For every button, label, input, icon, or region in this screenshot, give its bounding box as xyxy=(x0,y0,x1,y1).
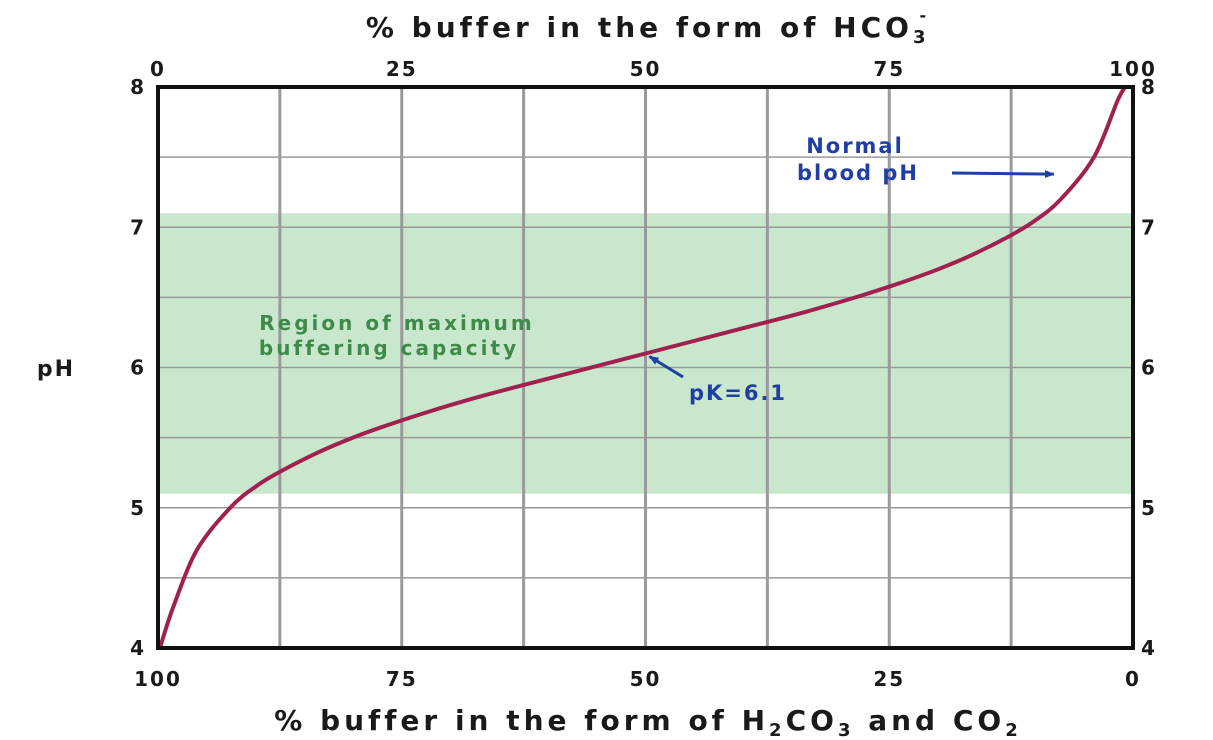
x-bottom-tick-label: 25 xyxy=(873,667,905,691)
x-bottom-tick-label: 75 xyxy=(386,667,418,691)
y-tick-label-left: 4 xyxy=(130,636,146,660)
top-axis-title: % buffer in the form of HCO3- xyxy=(366,6,930,48)
region-label-line-2: buffering capacity xyxy=(259,336,519,360)
y-tick-label-right: 4 xyxy=(1141,636,1157,660)
y-tick-label-left: 6 xyxy=(130,356,146,380)
y-axis-label: pH xyxy=(37,357,75,382)
y-tick-label-right: 5 xyxy=(1141,496,1157,520)
plot-frame xyxy=(156,85,1135,650)
normal-ph-label-line-2: blood pH xyxy=(797,161,919,185)
x-top-tick-label: 75 xyxy=(873,57,905,81)
titration-curve xyxy=(157,85,1128,650)
x-top-tick-label: 25 xyxy=(386,57,418,81)
y-tick-label-right: 7 xyxy=(1141,215,1157,239)
x-top-tick-label: 100 xyxy=(1109,57,1157,81)
normal-ph-label-line-1: Normal xyxy=(806,134,904,158)
x-bottom-tick-label: 50 xyxy=(630,667,662,691)
y-tick-label-right: 8 xyxy=(1141,75,1157,99)
x-bottom-tick-label: 0 xyxy=(1125,667,1141,691)
y-tick-label-right: 6 xyxy=(1141,356,1157,380)
y-tick-label-left: 8 xyxy=(130,75,146,99)
y-tick-label-left: 5 xyxy=(130,496,146,520)
bottom-axis-title: % buffer in the form of H2CO3 and CO2 xyxy=(274,704,1021,740)
x-top-tick-label: 0 xyxy=(150,57,166,81)
region-label-line-1: Region of maximum xyxy=(259,311,535,335)
x-bottom-tick-label: 100 xyxy=(134,667,182,691)
pk-annotation-label: pK=6.1 xyxy=(689,381,787,405)
pk-annotation-arrow xyxy=(648,355,684,379)
y-tick-label-left: 7 xyxy=(130,215,146,239)
normal-ph-arrow xyxy=(951,170,1055,179)
x-top-tick-label: 50 xyxy=(630,57,662,81)
